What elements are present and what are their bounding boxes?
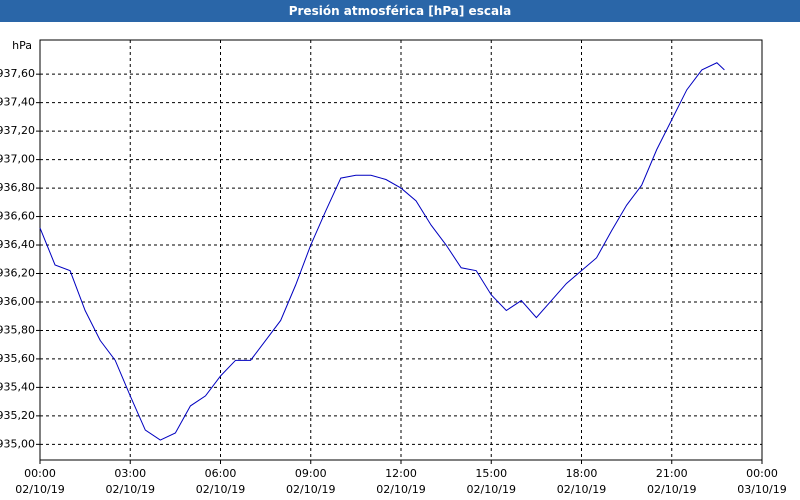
- x-tick-label: 06:00: [205, 467, 237, 480]
- x-tick-label: 02/10/19: [376, 483, 425, 496]
- y-tick-label: 936,40: [0, 238, 35, 251]
- y-tick-label: 936,20: [0, 266, 35, 279]
- chart: hPa 935,00 935,20 935,40 935,60 935,80 936,00…: [0, 39, 787, 496]
- x-tick-label: 02/10/19: [15, 483, 64, 496]
- x-tick-label: 03/10/19: [737, 483, 786, 496]
- x-tick-label: 02/10/19: [196, 483, 245, 496]
- x-tick-label: 12:00: [385, 467, 417, 480]
- x-tick-label: 02/10/19: [647, 483, 696, 496]
- x-tick-label: 09:00: [295, 467, 327, 480]
- y-tick-label: 935,20: [0, 409, 35, 422]
- x-tick-label: 02/10/19: [106, 483, 155, 496]
- x-tick-label: 18:00: [566, 467, 598, 480]
- x-tick-label: 00:00: [24, 467, 56, 480]
- y-tick-label: 937,60: [0, 67, 35, 80]
- y-tick-label: 937,40: [0, 96, 35, 109]
- x-tick-label: 02/10/19: [557, 483, 606, 496]
- x-tick-label: 15:00: [475, 467, 507, 480]
- x-tick-label: 02/10/19: [286, 483, 335, 496]
- y-tick-label: 935,00: [0, 437, 35, 450]
- y-tick-label: 935,60: [0, 352, 35, 365]
- y-tick-label: 935,40: [0, 380, 35, 393]
- y-tick-label: 937,20: [0, 124, 35, 137]
- data-line: [39, 62, 725, 441]
- y-tick-label: 935,80: [0, 323, 35, 336]
- y-tick-label: 936,00: [0, 295, 35, 308]
- y-tick-label: 937,00: [0, 153, 35, 166]
- chart-title: Presión atmosférica [hPa] escala: [0, 0, 800, 22]
- x-tick-label: 00:00: [746, 467, 778, 480]
- y-unit: hPa: [12, 39, 32, 52]
- x-tick-label: 02/10/19: [467, 483, 516, 496]
- y-tick-label: 936,60: [0, 210, 35, 223]
- y-tick-label: 936,80: [0, 181, 35, 194]
- x-tick-label: 21:00: [656, 467, 688, 480]
- x-tick-label: 03:00: [114, 467, 146, 480]
